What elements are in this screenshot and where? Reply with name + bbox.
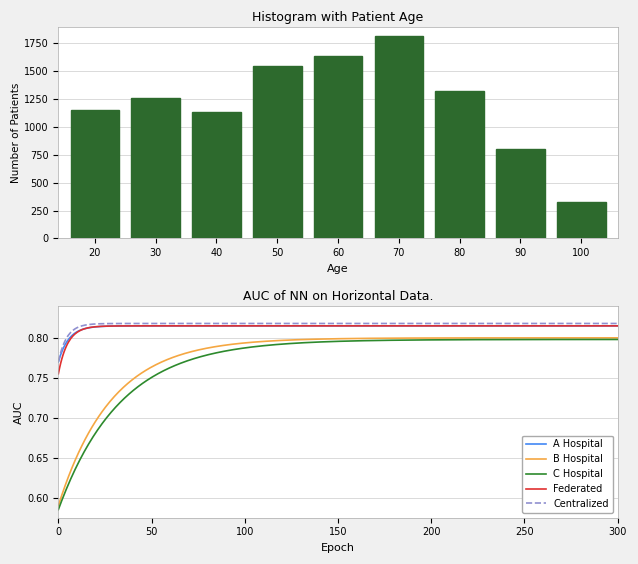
Federated: [357, 323, 365, 329]
Centralized: [320, 320, 328, 327]
Centralized: [389, 320, 396, 327]
Centralized: [323, 320, 331, 327]
Bar: [435, 91, 484, 239]
Bar: [557, 201, 605, 239]
B Hospital: [513, 334, 521, 341]
A Hospital: [411, 323, 419, 329]
A Hospital: [602, 323, 609, 329]
A Hospital: [320, 323, 328, 329]
B Hospital: [323, 336, 331, 342]
Centralized: [359, 320, 366, 327]
A Hospital: [323, 323, 331, 329]
Federated: [377, 323, 385, 329]
Title: Histogram with Patient Age: Histogram with Patient Age: [253, 11, 424, 24]
Federated: [614, 323, 621, 329]
C Hospital: [320, 338, 328, 345]
C Hospital: [54, 506, 62, 513]
C Hospital: [614, 336, 621, 343]
Bar: [71, 110, 119, 239]
Centralized: [347, 320, 355, 327]
Line: A Hospital: A Hospital: [58, 326, 618, 362]
A Hospital: [387, 323, 395, 329]
Federated: [602, 323, 609, 329]
Federated: [323, 323, 331, 329]
Bar: [375, 36, 423, 239]
Bar: [314, 56, 362, 239]
X-axis label: Age: Age: [327, 263, 349, 274]
B Hospital: [320, 336, 328, 342]
Federated: [54, 371, 62, 377]
Centralized: [614, 320, 621, 327]
Line: B Hospital: B Hospital: [58, 338, 618, 506]
B Hospital: [387, 335, 395, 342]
Y-axis label: AUC: AUC: [14, 400, 24, 424]
B Hospital: [600, 334, 608, 341]
C Hospital: [323, 338, 331, 345]
Federated: [320, 323, 328, 329]
Federated: [389, 323, 396, 329]
X-axis label: Epoch: Epoch: [321, 543, 355, 553]
Bar: [131, 98, 180, 239]
Line: Federated: Federated: [58, 326, 618, 374]
Line: Centralized: Centralized: [58, 324, 618, 362]
Bar: [192, 112, 241, 239]
B Hospital: [614, 334, 621, 341]
Centralized: [514, 320, 522, 327]
Title: AUC of NN on Horizontal Data.: AUC of NN on Horizontal Data.: [243, 290, 433, 303]
B Hospital: [357, 335, 365, 342]
A Hospital: [614, 323, 621, 329]
B Hospital: [54, 503, 62, 509]
Centralized: [602, 320, 609, 327]
A Hospital: [54, 359, 62, 365]
Line: C Hospital: C Hospital: [58, 340, 618, 510]
C Hospital: [357, 337, 365, 344]
Bar: [253, 65, 302, 239]
Y-axis label: Number of Patients: Number of Patients: [11, 82, 21, 183]
Legend: A Hospital, B Hospital, C Hospital, Federated, Centralized: A Hospital, B Hospital, C Hospital, Fede…: [523, 435, 613, 513]
Centralized: [54, 359, 62, 365]
Federated: [514, 323, 522, 329]
Bar: [496, 149, 545, 239]
C Hospital: [600, 336, 608, 343]
C Hospital: [387, 337, 395, 343]
A Hospital: [357, 323, 365, 329]
A Hospital: [514, 323, 522, 329]
C Hospital: [513, 336, 521, 343]
